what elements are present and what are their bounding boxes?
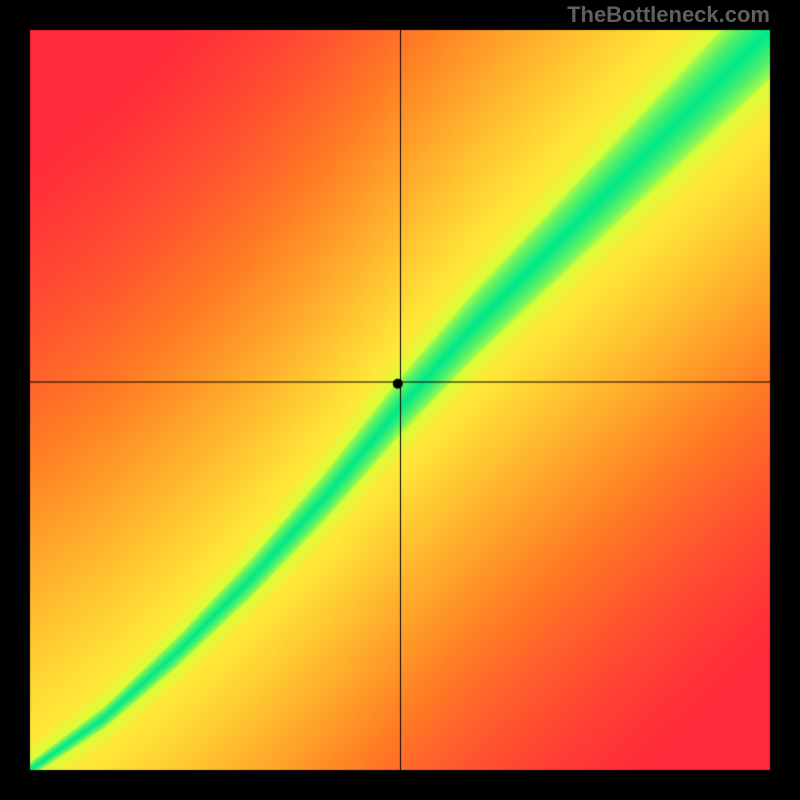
chart-container: TheBottleneck.com bbox=[0, 0, 800, 800]
credit-text: TheBottleneck.com bbox=[567, 2, 770, 28]
bottleneck-heatmap bbox=[0, 0, 800, 800]
